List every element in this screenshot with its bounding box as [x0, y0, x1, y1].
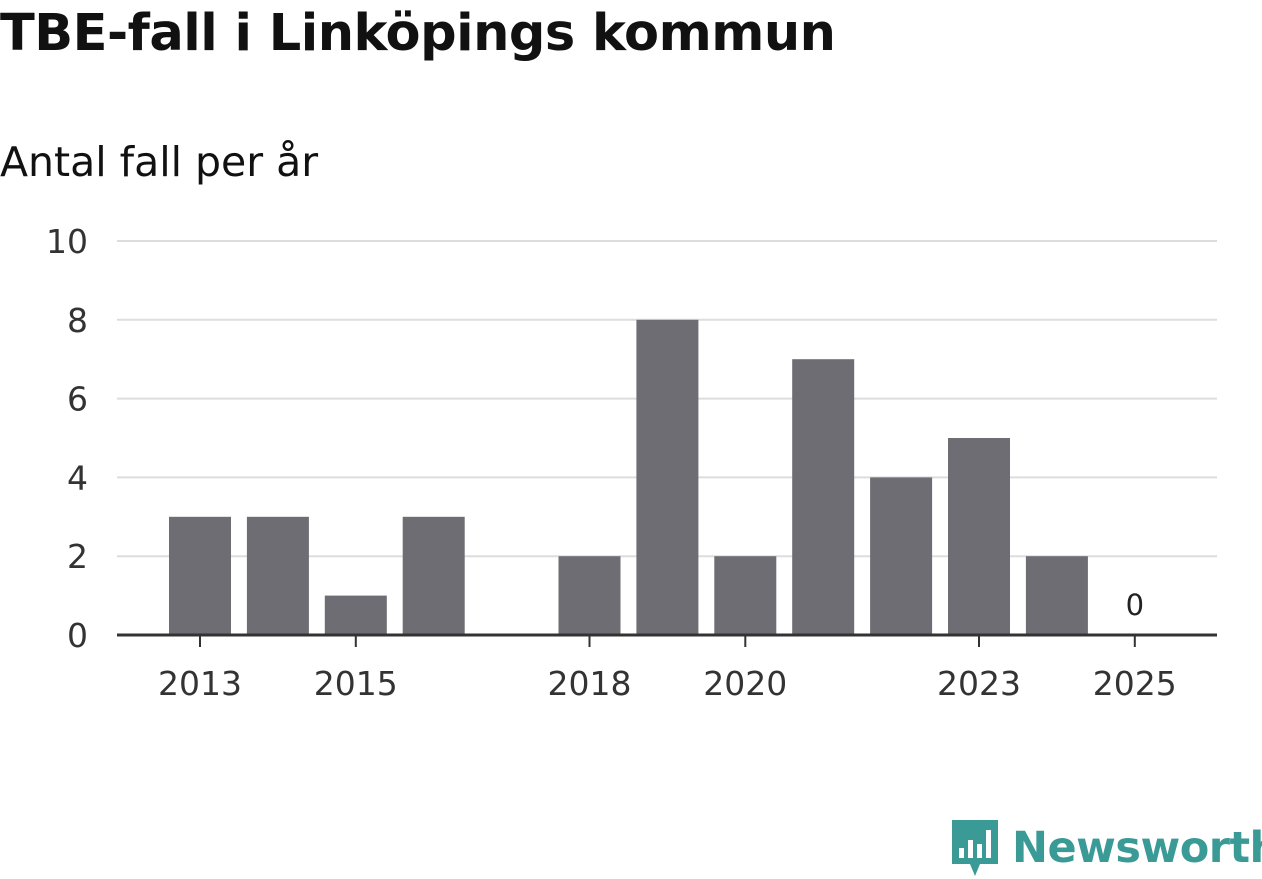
- chart-title: TBE-fall i Linköpings kommun: [0, 4, 836, 63]
- x-tick-label: 2023: [937, 664, 1021, 703]
- x-tick-label: 2018: [548, 664, 632, 703]
- y-tick-label: 2: [67, 537, 88, 576]
- bar-2021: [792, 359, 855, 635]
- bar-2020: [714, 556, 777, 635]
- bar-2016: [402, 516, 465, 635]
- x-tick-label: 2015: [314, 664, 398, 703]
- bars: [169, 319, 1088, 635]
- brand-logo: Newsworthy: [950, 818, 1262, 878]
- newsworthy-logo-icon: [952, 820, 998, 876]
- x-tick-label: 2025: [1093, 664, 1177, 703]
- data-labels: 0: [1126, 588, 1144, 622]
- bar-2014: [246, 516, 309, 635]
- x-axis-ticks: 2013 2015 2018 2020 2023 2025: [158, 635, 1177, 703]
- y-tick-label: 4: [67, 458, 88, 497]
- bar-2023: [948, 438, 1010, 635]
- y-tick-label: 8: [67, 301, 88, 340]
- bar-2018: [558, 556, 621, 635]
- bar-2013: [169, 516, 231, 635]
- brand-name: Newsworthy: [1012, 823, 1262, 873]
- bar-2024: [1025, 556, 1088, 635]
- x-tick-label: 2020: [703, 664, 787, 703]
- y-tick-label: 0: [67, 616, 88, 655]
- bar-2019: [636, 319, 699, 635]
- y-tick-label: 6: [67, 380, 88, 419]
- y-axis-ticks: 0 2 4 6 8 10: [46, 222, 88, 655]
- bar-2015: [324, 595, 387, 635]
- chart-subtitle: Antal fall per år: [0, 138, 319, 186]
- x-tick-label: 2013: [158, 664, 242, 703]
- bar-2022: [870, 477, 933, 635]
- data-label: 0: [1126, 588, 1144, 622]
- y-tick-label: 10: [46, 222, 88, 261]
